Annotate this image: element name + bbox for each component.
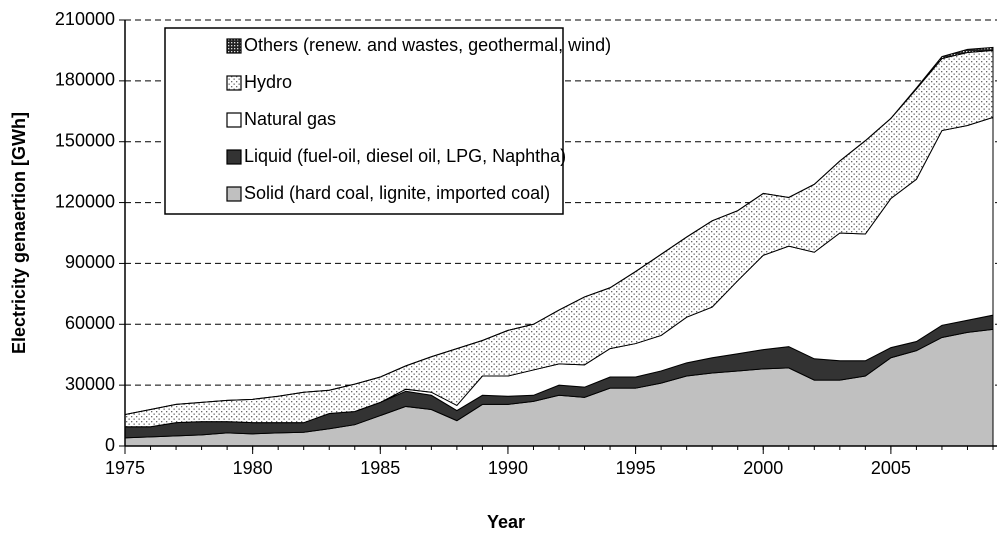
legend-swatch <box>226 112 242 128</box>
x-tick-label: 1995 <box>616 458 656 478</box>
legend-label: Natural gas <box>244 109 336 129</box>
area <box>124 46 994 416</box>
legend-swatch <box>226 38 242 54</box>
legend-swatch <box>226 75 242 91</box>
x-axis-label: Year <box>487 512 525 532</box>
x-tick-label: 1980 <box>233 458 273 478</box>
x-tick-label: 2005 <box>871 458 911 478</box>
y-tick-label: 180000 <box>55 70 115 90</box>
legend-label: Liquid (fuel-oil, diesel oil, LPG, Napht… <box>244 146 566 166</box>
y-tick-label: 90000 <box>65 252 115 272</box>
y-tick-label: 60000 <box>65 313 115 333</box>
x-tick-label: 1990 <box>488 458 528 478</box>
y-tick-label: 210000 <box>55 9 115 29</box>
legend-label: Hydro <box>244 72 292 92</box>
legend-label: Others (renew. and wastes, geothermal, w… <box>244 35 611 55</box>
y-tick-label: 150000 <box>55 130 115 150</box>
y-tick-label: 30000 <box>65 374 115 394</box>
legend-swatch <box>226 149 242 165</box>
x-tick-label: 2000 <box>743 458 783 478</box>
legend: Others (renew. and wastes, geothermal, w… <box>164 27 611 215</box>
y-axis-label: Electricity genaertion [GWh] <box>9 112 29 354</box>
y-tick-label: 0 <box>105 435 115 455</box>
x-tick-label: 1975 <box>105 458 145 478</box>
y-tick-label: 120000 <box>55 191 115 211</box>
legend-swatch <box>226 186 242 202</box>
x-tick-label: 1985 <box>360 458 400 478</box>
legend-label: Solid (hard coal, lignite, imported coal… <box>244 183 550 203</box>
